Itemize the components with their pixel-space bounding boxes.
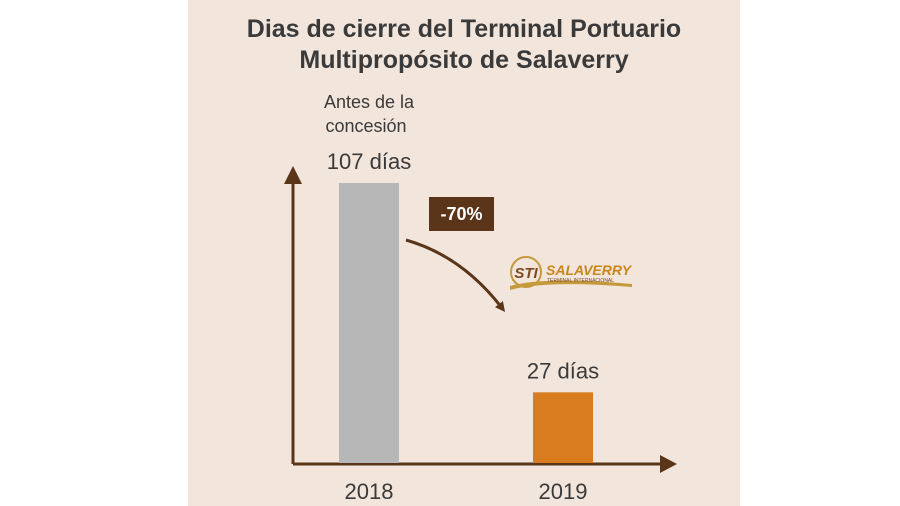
salaverry-logo: STI SALAVERRY TERMINAL INTERNACIONAL <box>510 256 633 290</box>
logo-subtitle: TERMINAL INTERNACIONAL <box>547 278 614 284</box>
x-axis-arrowhead <box>660 455 677 473</box>
bar-2018 <box>339 183 399 463</box>
chart-title: Dias de cierre del Terminal Portuario Mu… <box>188 14 740 76</box>
logo-mark: STI <box>514 265 538 282</box>
y-axis-arrowhead <box>284 166 302 184</box>
trend-arrow <box>405 238 506 312</box>
x-tick-label-2019: 2019 <box>539 479 588 504</box>
bar-2018-note-line-2: concesión <box>325 116 406 136</box>
bar-2019 <box>533 392 593 463</box>
x-tick-label-2018: 2018 <box>345 479 394 504</box>
value-label-2018: 107 días <box>327 149 411 174</box>
value-label-2019: 27 días <box>527 358 599 383</box>
change-badge: -70% <box>429 197 494 231</box>
bar-2018-note-line-1: Antes de la <box>324 92 415 112</box>
chart-background-panel <box>188 0 740 506</box>
logo-name: SALAVERRY <box>546 262 633 278</box>
change-badge-label: -70% <box>440 204 482 224</box>
chart-title-line-2: Multipropósito de Salaverry <box>299 46 629 74</box>
chart-title-line-1: Dias de cierre del Terminal Portuario <box>246 15 682 43</box>
